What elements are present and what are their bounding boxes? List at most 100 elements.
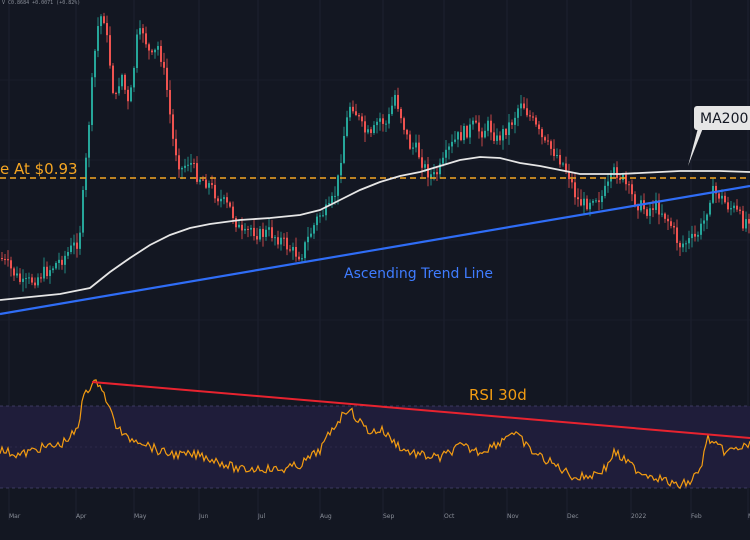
x-tick-label: Oct bbox=[444, 513, 455, 520]
candle-body bbox=[154, 49, 156, 53]
candle-body bbox=[343, 135, 345, 163]
rsi-label: RSI 30d bbox=[469, 386, 527, 404]
candle-body bbox=[346, 117, 348, 136]
candle-body bbox=[595, 200, 597, 202]
candle-body bbox=[22, 278, 24, 282]
candle-body bbox=[493, 132, 495, 141]
candle-body bbox=[658, 200, 660, 215]
candle-body bbox=[7, 259, 9, 261]
x-tick-label: Mar bbox=[9, 513, 21, 520]
candle-body bbox=[376, 121, 378, 126]
candle-body bbox=[325, 204, 327, 216]
candle-body bbox=[139, 28, 141, 35]
candle-body bbox=[580, 199, 582, 206]
candle-body bbox=[31, 277, 33, 283]
x-tick-label: Nov bbox=[507, 513, 519, 520]
x-tick-label: Sep bbox=[383, 513, 395, 520]
candle-body bbox=[469, 124, 471, 138]
candle-body bbox=[280, 237, 282, 245]
candle-body bbox=[409, 134, 411, 149]
candle-body bbox=[172, 114, 174, 139]
candle-body bbox=[358, 115, 360, 117]
ticker-bar: V C0.8684 +0.0071 (+0.82%) bbox=[2, 0, 81, 6]
candle-body bbox=[331, 195, 333, 204]
candle-body bbox=[190, 162, 192, 165]
x-tick-label: M bbox=[748, 513, 750, 520]
candle-body bbox=[205, 179, 207, 188]
candle-body bbox=[430, 174, 432, 178]
candle-body bbox=[121, 74, 123, 87]
candle-body bbox=[667, 218, 669, 222]
candle-body bbox=[157, 46, 159, 50]
candle-body bbox=[379, 118, 381, 122]
candle-body bbox=[481, 131, 483, 138]
candle-body bbox=[127, 89, 129, 102]
ma200-callout-box bbox=[694, 106, 750, 130]
candle-body bbox=[301, 258, 303, 260]
candle-body bbox=[187, 164, 189, 166]
candle-body bbox=[688, 238, 690, 244]
candle-body bbox=[169, 89, 171, 115]
candle-body bbox=[295, 246, 297, 257]
candle-body bbox=[421, 157, 423, 168]
candle-body bbox=[529, 115, 531, 117]
candle-body bbox=[1, 258, 3, 260]
candle-body bbox=[730, 208, 732, 210]
candle-body bbox=[649, 208, 651, 216]
candle-body bbox=[340, 162, 342, 176]
candle-body bbox=[628, 184, 630, 186]
ma200-callout-pointer bbox=[688, 128, 703, 166]
candle-body bbox=[448, 146, 450, 150]
candle-body bbox=[262, 228, 264, 237]
candle-body bbox=[439, 163, 441, 175]
candle-body bbox=[736, 205, 738, 210]
x-tick-label: Apr bbox=[76, 513, 87, 520]
candle-body bbox=[679, 242, 681, 248]
candle-body bbox=[508, 122, 510, 136]
candle-body bbox=[244, 228, 246, 231]
candle-body bbox=[28, 277, 30, 279]
candle-body bbox=[334, 195, 336, 197]
candle-body bbox=[697, 234, 699, 237]
candle-body bbox=[313, 225, 315, 234]
candle-body bbox=[721, 195, 723, 199]
candle-body bbox=[661, 213, 663, 215]
support-label: e At $0.93 bbox=[0, 160, 78, 178]
candle-body bbox=[613, 167, 615, 174]
candle-body bbox=[745, 219, 747, 229]
x-tick-label: May bbox=[134, 513, 147, 520]
candle-body bbox=[733, 205, 735, 209]
candle-body bbox=[355, 111, 357, 116]
candle-body bbox=[598, 200, 600, 203]
candle-body bbox=[673, 225, 675, 228]
candle-body bbox=[586, 198, 588, 210]
candle-body bbox=[577, 197, 579, 200]
candle-body bbox=[463, 126, 465, 141]
candle-body bbox=[418, 142, 420, 158]
candle-body bbox=[76, 242, 78, 249]
candle-body bbox=[457, 132, 459, 140]
candle-body bbox=[712, 185, 714, 203]
candle-body bbox=[553, 148, 555, 157]
candle-body bbox=[256, 236, 258, 240]
x-tick-label: Jul bbox=[257, 513, 266, 520]
candle-body bbox=[388, 114, 390, 124]
candle-body bbox=[229, 202, 231, 207]
candle-body bbox=[274, 237, 276, 239]
candle-body bbox=[151, 50, 153, 53]
candle-body bbox=[16, 273, 18, 276]
candle-body bbox=[616, 167, 618, 179]
candle-body bbox=[259, 228, 261, 240]
candle-body bbox=[742, 210, 744, 229]
candle-body bbox=[250, 227, 252, 230]
candle-body bbox=[118, 86, 120, 94]
candle-body bbox=[472, 120, 474, 125]
candle-body bbox=[109, 35, 111, 66]
candle-body bbox=[145, 33, 147, 45]
candle-body bbox=[505, 128, 507, 136]
candle-body bbox=[94, 50, 96, 78]
candle-body bbox=[442, 157, 444, 164]
candle-body bbox=[478, 122, 480, 132]
